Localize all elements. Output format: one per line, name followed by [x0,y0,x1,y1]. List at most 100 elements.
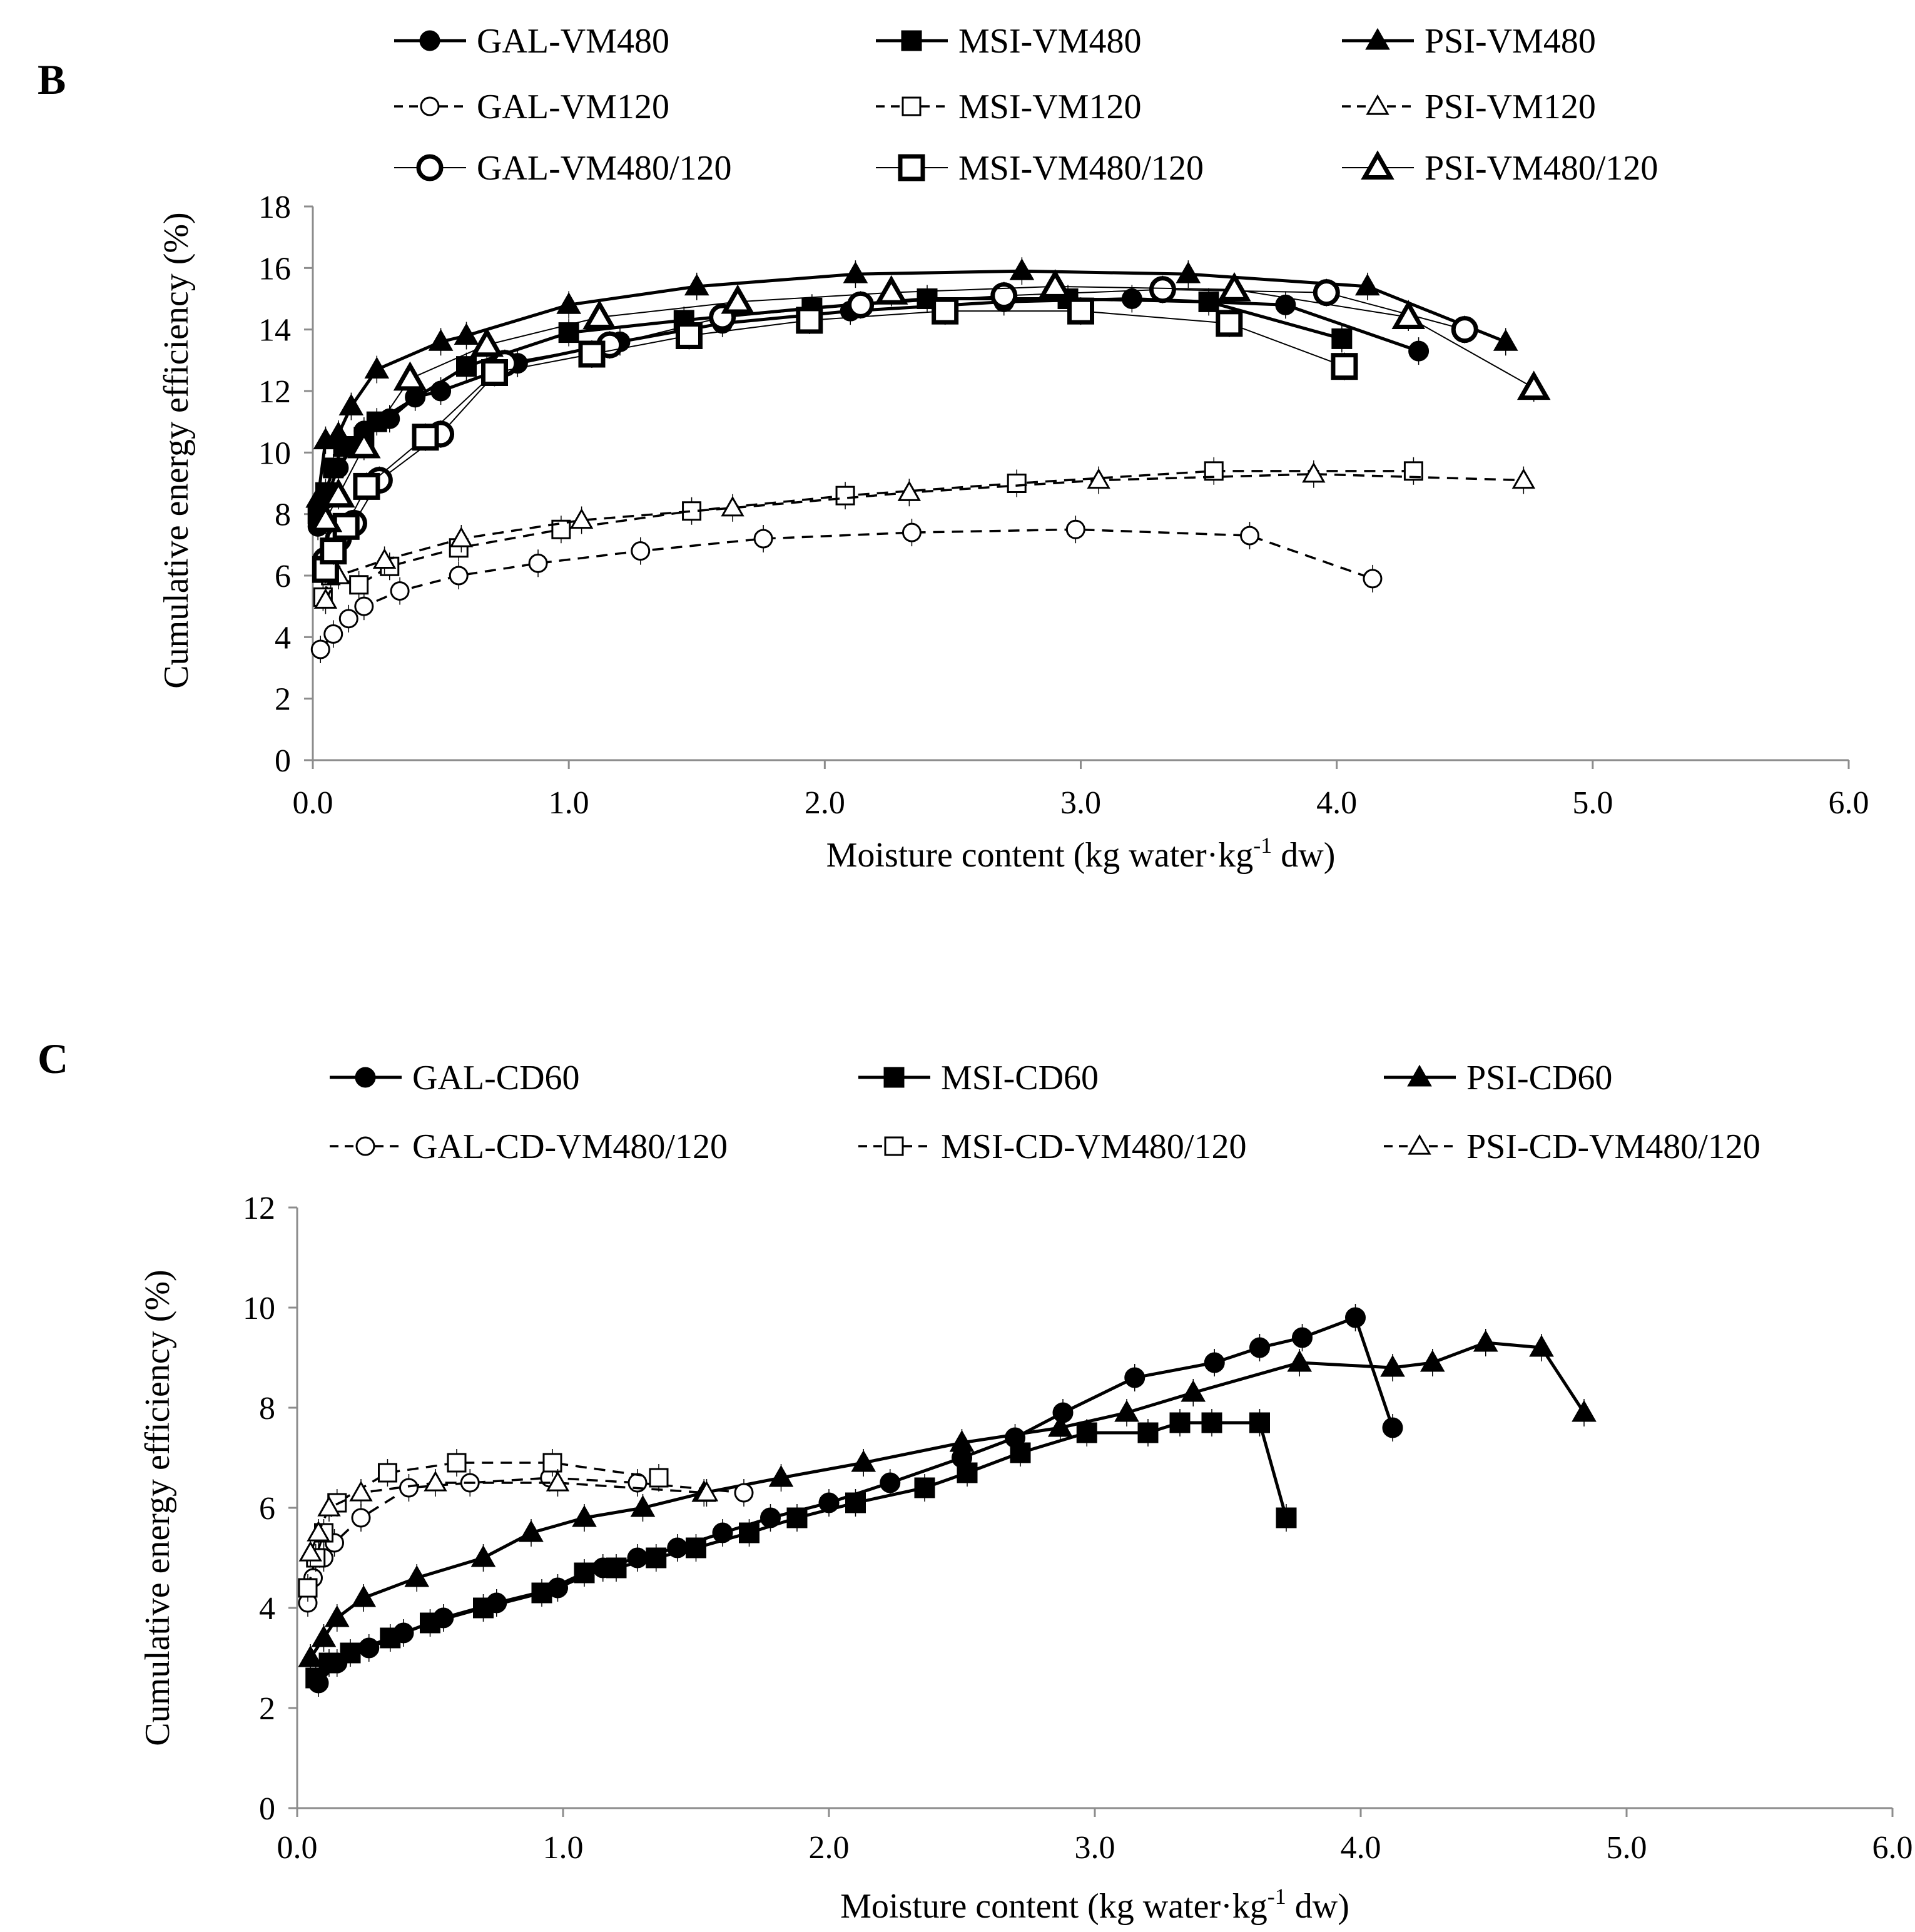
data-point [322,478,355,508]
legend-label: GAL-VM480/120 [477,149,732,188]
legend-label: PSI-VM480/120 [1425,149,1658,188]
data-point [796,307,823,334]
data-point [880,1472,901,1493]
y-tick-label: 6 [275,559,291,594]
series-psi-vm120 [313,460,1536,614]
data-point [298,1540,322,1562]
data-point [323,457,344,479]
data-point [914,1477,935,1498]
data-point [1052,1402,1074,1423]
data-point [556,292,582,314]
data-point [318,1652,340,1674]
legend-entry-psi-vm480: PSI-VM480 [1342,22,1596,61]
legend-entry-msi-vm480-120: MSI-VM480/120 [876,149,1204,188]
data-point [305,1667,327,1689]
data-point [1249,1337,1270,1358]
y-tick-label: 10 [258,435,291,471]
series-msi-vm480 [307,285,1353,528]
series-msi-cd-vm480-120 [298,1449,669,1602]
data-point [473,1597,494,1619]
data-point [631,541,651,561]
legend-entry-gal-vm480: GAL-VM480 [394,22,669,61]
series-line [325,285,1535,521]
y-tick-label: 8 [275,497,291,533]
series-psi-vm480 [305,257,1518,513]
data-point [1572,1400,1597,1422]
legend-entry-psi-cd60: PSI-CD60 [1384,1059,1612,1097]
data-point [354,596,374,616]
legend-label: GAL-CD60 [412,1059,580,1097]
data-point [1292,1327,1313,1348]
data-point [338,609,358,629]
data-point [531,1582,552,1604]
y-tick-label: 18 [258,190,291,225]
x-tick-label: 4.0 [1316,785,1357,821]
data-point [786,1507,808,1528]
data-point [1038,269,1072,298]
data-point [582,300,616,330]
data-point [932,297,959,325]
legend-marker [902,96,922,116]
data-point [1198,291,1219,312]
data-point [1516,370,1551,400]
x-tick-label: 1.0 [549,785,589,821]
y-tick-label: 0 [275,743,291,779]
legend-label: GAL-VM480 [477,22,669,61]
data-point [324,1605,350,1627]
data-point [470,327,504,357]
data-point [1391,300,1425,330]
data-point [1287,1350,1313,1372]
y-tick-label: 6 [259,1491,275,1527]
data-point [308,502,343,532]
panel-label-c: C [38,1035,68,1082]
data-point [353,472,380,500]
data-point [1176,261,1201,283]
data-point [456,356,477,377]
data-point [569,508,594,529]
y-tick-label: 2 [259,1691,275,1727]
y-tick-label: 16 [258,251,291,287]
data-point [449,526,474,547]
data-point [897,480,922,501]
data-point [1473,1330,1498,1352]
legend-label: PSI-CD-VM480/120 [1466,1127,1760,1166]
x-tick-label: 2.0 [809,1830,850,1866]
data-point [1114,1400,1139,1422]
data-point [430,380,452,402]
data-point [558,322,579,343]
data-point [1420,1350,1445,1372]
y-tick-label: 8 [259,1391,275,1426]
data-point [1216,310,1243,337]
data-point [404,1565,430,1587]
data-point [1010,1442,1031,1463]
chart-panel-b: 0 2 4 6 8 10 12 14 16 18 0.0 1.0 2.0 3.0 4.0 5.0 6.0 Cumu… [157,22,1869,875]
series-gal-vm480-120 [312,275,1478,574]
data-point [372,548,397,569]
data-point [393,361,427,391]
x-axis-label: Moisture content (kg water·kg-1 dw) [840,1884,1349,1926]
data-point [1181,1380,1206,1402]
data-point [351,1508,371,1528]
data-point [1137,1422,1159,1443]
x-tick-label: 6.0 [1872,1830,1913,1866]
data-point [390,581,410,601]
data-point [753,529,773,549]
legend-label: PSI-VM480 [1425,22,1596,61]
legend-marker [898,154,925,181]
data-point [739,1522,759,1543]
x-axis-label: Moisture content (kg water·kg-1 dw) [826,833,1336,875]
data-point [542,1453,562,1473]
data-point [399,1478,419,1498]
data-point [675,322,703,349]
legend-entry-msi-vm120: MSI-VM120 [876,88,1141,126]
legend-entry-psi-cd-vm480-120: PSI-CD-VM480/120 [1384,1127,1760,1166]
legend-marker [420,96,440,116]
x-tick-label: 6.0 [1829,785,1869,821]
data-point [1240,526,1260,546]
data-point [835,486,855,506]
data-point [298,1645,323,1667]
data-point [380,1627,401,1649]
series-psi-cd60 [298,1329,1597,1672]
data-point [1201,1412,1222,1433]
data-point [317,1495,341,1517]
